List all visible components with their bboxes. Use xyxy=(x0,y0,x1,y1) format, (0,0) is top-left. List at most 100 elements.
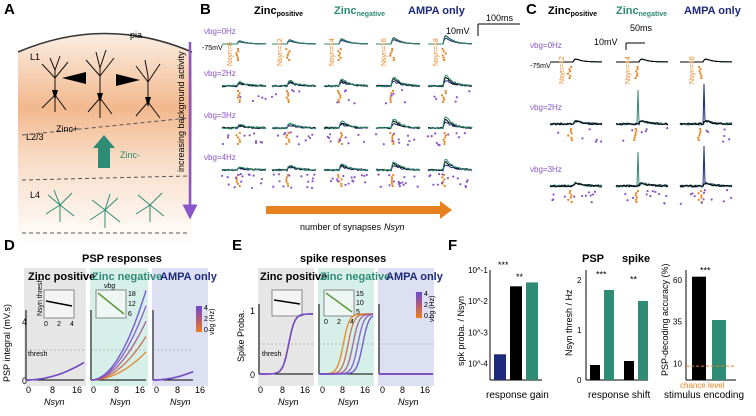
b-background-dot xyxy=(360,174,364,177)
c-synapse-dot xyxy=(699,189,703,193)
b-background-dot xyxy=(364,181,367,184)
f2-bar xyxy=(624,361,634,380)
b-synapse-dot xyxy=(237,94,240,97)
c-background-dot xyxy=(644,130,647,133)
d-inset-xtick-2: 2 xyxy=(57,321,61,328)
b-synapse-dot xyxy=(340,184,343,188)
c-nsyn-label: Nsyn=16 xyxy=(689,56,696,84)
b-background-dot xyxy=(398,141,401,144)
b-synapse-dot xyxy=(285,134,289,137)
b-synapse-dot xyxy=(236,56,239,59)
c-synapse-dot xyxy=(570,138,574,142)
e-ylabel: Spike Proba. xyxy=(236,310,246,362)
b-background-dot xyxy=(252,174,255,177)
f2-sig: ** xyxy=(630,275,638,285)
d-cbar-tick-2: 2 xyxy=(204,316,208,323)
d-xtick-16b: 16 xyxy=(135,385,145,395)
e-xlabel-a: Nsyn xyxy=(278,397,299,407)
b-background-dot xyxy=(350,176,353,179)
f2-ytick: 1 xyxy=(577,326,582,335)
b-background-dot xyxy=(353,102,356,105)
b-resting-label: -75mV xyxy=(202,45,223,52)
b-header-zinc-neg-main: Zinc xyxy=(334,5,357,17)
teal-up-arrow-icon xyxy=(93,135,115,168)
b-background-dot xyxy=(289,131,292,134)
e-xtick-0c: 0 xyxy=(380,385,385,395)
b-background-dot xyxy=(272,185,275,188)
d-inset-ytick-6: 6 xyxy=(128,311,132,318)
b-synapse-dot xyxy=(443,98,446,101)
c-trace xyxy=(680,58,732,63)
b-synapse-dot xyxy=(443,131,446,135)
b-background-dot xyxy=(434,132,437,135)
f1-bar xyxy=(494,354,506,380)
b-row-label: νbg=4Hz xyxy=(204,153,236,162)
b-background-dot xyxy=(413,138,416,141)
f3-sig: *** xyxy=(700,265,711,275)
psp-curve xyxy=(90,290,147,381)
e-xtick-8a: 8 xyxy=(280,385,285,395)
panel-b-label: B xyxy=(200,1,211,18)
f-psp-header: PSP xyxy=(582,253,604,265)
b-synapse-dot xyxy=(391,184,394,188)
b-background-dot xyxy=(338,138,341,141)
panel-d: D PSP responses Zinc positive Zinc negat… xyxy=(2,237,218,407)
b-synapse-dot xyxy=(337,92,341,95)
b-synapse-dot xyxy=(442,50,445,53)
e-bg-zinc-neg xyxy=(318,268,374,386)
e-sub-zinc-pos: Zinc positive xyxy=(260,271,327,283)
d-title: PSP responses xyxy=(82,253,162,265)
b-trace-zinc-neg xyxy=(271,122,317,130)
b-synapse-dot xyxy=(285,96,288,99)
psp-curve xyxy=(26,361,85,381)
b-background-dot xyxy=(357,133,360,136)
c-background-dot xyxy=(646,189,649,193)
c-row-label: νbg=0Hz xyxy=(530,41,562,50)
b-synapse-dot xyxy=(443,173,446,177)
c-synapse-dot xyxy=(570,132,573,135)
b-header-zinc-pos-sub: positive xyxy=(277,11,304,18)
b-background-dot xyxy=(235,176,238,180)
c-background-dot xyxy=(710,198,713,201)
b-background-dot xyxy=(328,136,331,139)
f2-sig: *** xyxy=(596,270,607,280)
b-synapse-dot xyxy=(390,50,394,53)
panel-e: E spike responses Zinc positive Zinc neg… xyxy=(232,237,444,407)
b-header-zinc-positive: Zincpositive xyxy=(254,5,303,18)
b-synapse-dot xyxy=(235,134,238,137)
d-bg-zinc-neg xyxy=(90,268,148,386)
c-trace xyxy=(679,145,733,188)
b-trace-zinc-neg xyxy=(272,39,316,45)
b-background-dot xyxy=(310,186,314,189)
b-background-dot xyxy=(311,180,314,183)
e-ytick-0: 0 xyxy=(250,370,255,380)
b-background-dot xyxy=(433,95,436,98)
b-x-arrow-text: number of synapses xyxy=(300,222,382,232)
b-synapse-dot xyxy=(238,184,241,188)
b-background-dot xyxy=(306,173,309,176)
zinc-minus-label: Zinc- xyxy=(120,150,140,160)
b-synapse-dot xyxy=(236,96,239,99)
d-colorbar xyxy=(196,306,202,332)
pia-line xyxy=(17,32,193,53)
b-synapse-dot xyxy=(236,136,240,139)
b-nsyn-label: Nsyn=12 xyxy=(277,38,284,66)
c-background-dot xyxy=(573,195,576,198)
c-synapse-dot xyxy=(699,72,702,75)
b-synapse-dot xyxy=(286,92,290,95)
b-synapse-dot xyxy=(391,47,394,51)
b-background-dot xyxy=(282,185,285,188)
c-background-dot xyxy=(580,194,584,198)
panel-e-label: E xyxy=(232,237,242,254)
b-synapse-dot xyxy=(441,47,444,51)
c-background-dot xyxy=(693,195,696,198)
e-inset-xtick-4: 4 xyxy=(350,319,354,326)
e-xtick-0a: 0 xyxy=(258,385,263,395)
b-synapse-dot xyxy=(235,180,238,183)
c-synapse-dot xyxy=(635,192,638,195)
c-background-dot xyxy=(649,194,652,198)
e-curves xyxy=(258,304,433,375)
c-background-dot xyxy=(631,196,635,199)
b-synapse-dot xyxy=(285,47,288,51)
c-synapse-dot xyxy=(568,70,572,73)
